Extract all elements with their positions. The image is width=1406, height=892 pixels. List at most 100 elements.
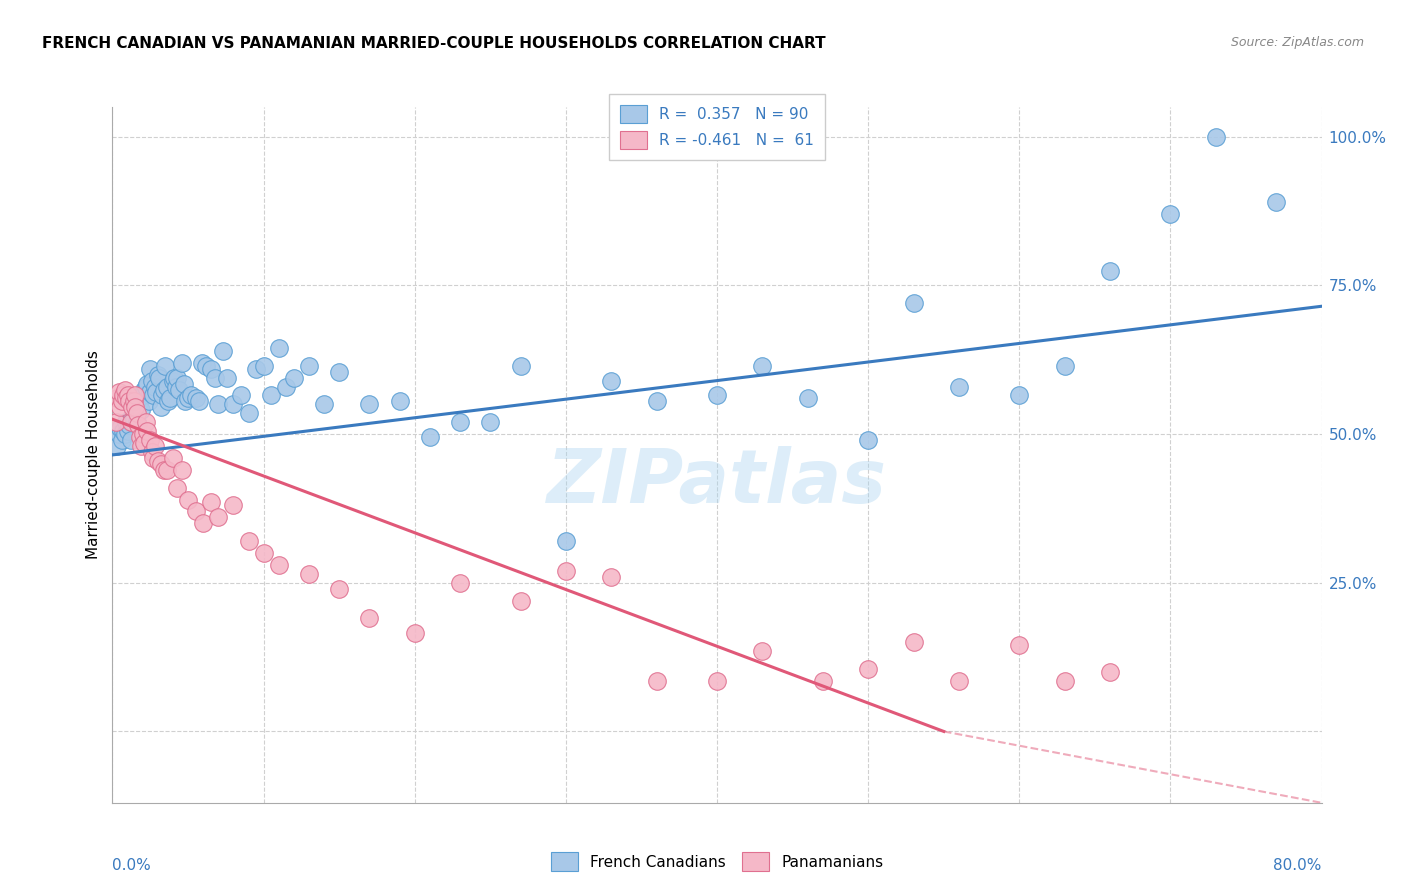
Point (136, 424, 159, 438)
Point (190, 356, 212, 370)
Point (112, 388, 135, 402)
Point (108, 401, 131, 415)
Point (124, 401, 146, 415)
Point (204, 370, 226, 384)
Point (138, 394, 160, 409)
Point (159, 392, 181, 406)
Point (153, 383, 176, 397)
Point (174, 394, 197, 409)
Point (156, 379, 179, 393)
Point (187, 394, 209, 409)
Point (114, 427, 136, 442)
Point (1053, 673, 1076, 688)
Point (120, 433, 142, 447)
Point (112, 424, 135, 438)
Text: ZIPatlas: ZIPatlas (547, 446, 887, 519)
Point (276, 379, 298, 393)
Point (105, 392, 128, 406)
Point (156, 463, 179, 477)
Point (554, 564, 576, 578)
Point (124, 388, 146, 402)
Point (184, 392, 207, 406)
Point (110, 394, 132, 409)
Point (314, 397, 336, 411)
Point (253, 359, 276, 373)
Point (117, 388, 139, 402)
Point (267, 341, 290, 355)
Point (127, 392, 149, 406)
Point (129, 403, 152, 417)
Point (449, 415, 471, 429)
Point (1265, 195, 1288, 210)
Point (141, 445, 163, 459)
Point (114, 383, 136, 397)
Text: FRENCH CANADIAN VS PANAMANIAN MARRIED-COUPLE HOUSEHOLDS CORRELATION CHART: FRENCH CANADIAN VS PANAMANIAN MARRIED-CO… (42, 36, 825, 51)
Point (118, 394, 141, 409)
Point (143, 379, 166, 393)
Point (115, 392, 138, 406)
Point (136, 376, 159, 391)
Point (449, 575, 471, 590)
Point (155, 359, 177, 373)
Point (107, 385, 129, 400)
Y-axis label: Married-couple Households: Married-couple Households (86, 351, 101, 559)
Point (1098, 665, 1121, 679)
Point (120, 415, 142, 429)
Point (162, 450, 184, 465)
Point (645, 673, 668, 688)
Point (180, 388, 202, 402)
Point (283, 370, 305, 384)
Point (200, 495, 222, 509)
Text: Source: ZipAtlas.com: Source: ZipAtlas.com (1230, 36, 1364, 49)
Point (148, 370, 170, 384)
Point (146, 454, 169, 468)
Point (142, 388, 165, 402)
Point (706, 388, 728, 402)
Point (105, 439, 128, 453)
Point (121, 409, 143, 424)
Point (142, 450, 165, 465)
Point (328, 582, 350, 596)
Point (121, 401, 143, 415)
Point (600, 570, 623, 584)
Point (1053, 359, 1076, 373)
Point (108, 421, 131, 435)
Point (359, 611, 381, 625)
Point (132, 388, 155, 402)
Point (115, 415, 138, 429)
Point (177, 392, 200, 406)
Point (163, 370, 186, 384)
Legend: French Canadians, Panamanians: French Canadians, Panamanians (543, 845, 891, 879)
Point (479, 415, 502, 429)
Text: 80.0%: 80.0% (1274, 858, 1322, 873)
Point (104, 415, 127, 429)
Point (1008, 388, 1031, 402)
Point (129, 439, 152, 453)
Point (706, 673, 728, 688)
Point (267, 558, 290, 572)
Point (554, 534, 576, 549)
Point (166, 481, 188, 495)
Point (117, 424, 139, 438)
Point (217, 370, 239, 384)
Point (207, 397, 229, 411)
Point (796, 392, 818, 406)
Point (948, 673, 970, 688)
Point (811, 673, 834, 688)
Point (124, 401, 146, 415)
Point (125, 406, 148, 420)
Point (245, 361, 267, 376)
Point (903, 296, 925, 310)
Point (238, 534, 260, 549)
Point (121, 415, 143, 429)
Point (134, 436, 156, 450)
Point (173, 376, 195, 391)
Point (170, 356, 193, 370)
Point (167, 383, 190, 397)
Point (328, 365, 350, 379)
Point (135, 379, 157, 393)
Point (751, 359, 773, 373)
Point (1159, 207, 1181, 221)
Point (143, 439, 166, 453)
Point (122, 412, 145, 426)
